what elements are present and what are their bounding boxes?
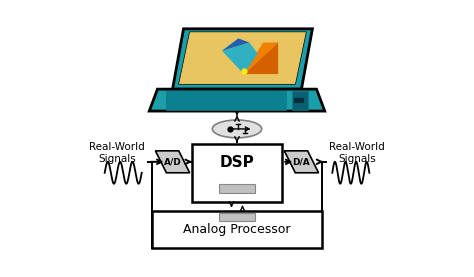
Text: Analog Processor: Analog Processor (183, 223, 291, 236)
Polygon shape (166, 91, 286, 110)
Polygon shape (244, 43, 278, 74)
Ellipse shape (212, 120, 262, 138)
Text: Real-World: Real-World (89, 142, 145, 152)
Polygon shape (284, 151, 319, 173)
Text: Signals: Signals (338, 154, 376, 164)
Polygon shape (155, 151, 190, 173)
Text: D/A: D/A (292, 157, 310, 166)
Polygon shape (149, 89, 325, 111)
Bar (219, 184, 255, 193)
Text: Signals: Signals (98, 154, 136, 164)
Bar (192, 144, 282, 202)
Polygon shape (222, 43, 257, 74)
Bar (152, 211, 322, 248)
Text: DSP: DSP (219, 155, 255, 170)
Polygon shape (179, 32, 306, 84)
Text: A/D: A/D (164, 157, 182, 166)
Polygon shape (244, 43, 278, 74)
Bar (219, 212, 255, 221)
Polygon shape (173, 29, 312, 89)
Text: Real-World: Real-World (329, 142, 385, 152)
Polygon shape (222, 39, 249, 51)
Polygon shape (292, 91, 308, 110)
